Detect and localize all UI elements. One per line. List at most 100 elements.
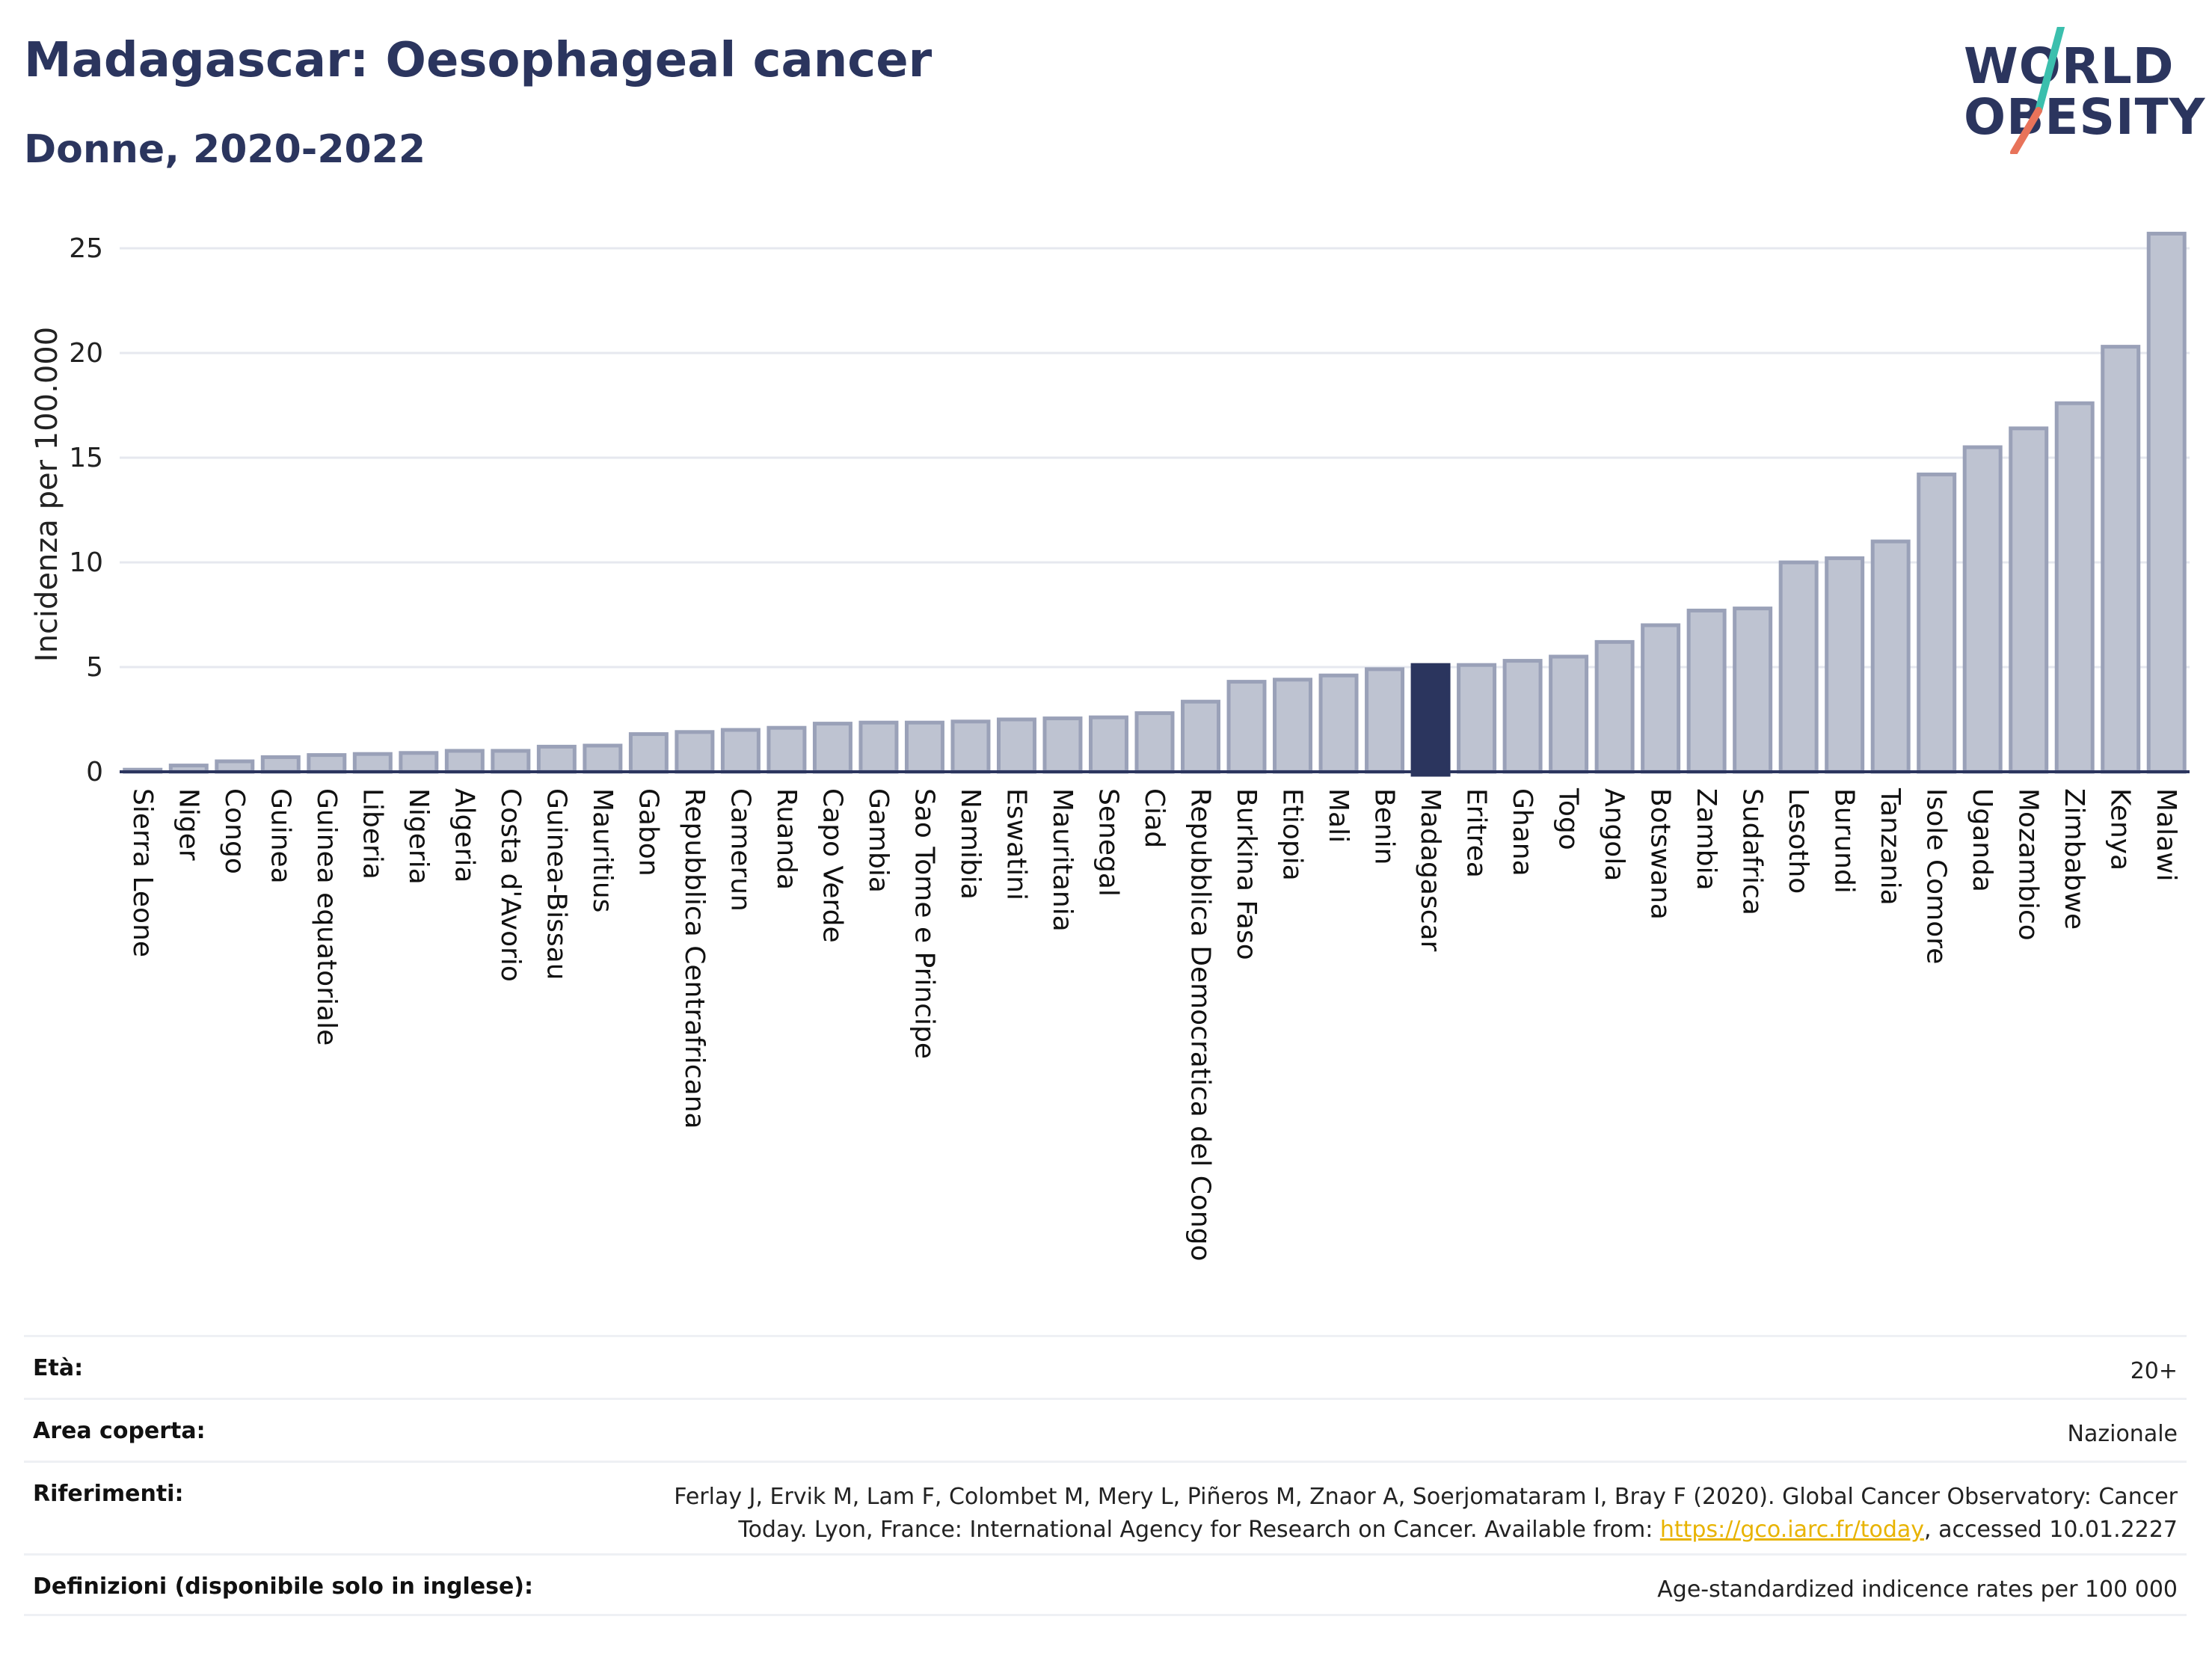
x-tick-label: Uganda: [1967, 788, 1997, 892]
x-tick-label: Etiopia: [1277, 788, 1308, 881]
chart-svg: 0 5 10 15 20 25 Incidenza per 100.000 Sierra Le…: [30, 231, 2190, 1262]
x-tick-label: Congo: [219, 788, 250, 874]
bar: [675, 730, 715, 774]
meta-value-definitions: Age-standardized indicence rates per 100…: [1657, 1576, 2178, 1603]
x-tick-label: Guinea: [265, 788, 295, 884]
reference-link[interactable]: https://gco.iarc.fr/today: [1659, 1517, 1925, 1543]
meta-row-area: Area coperta: Nazionale: [24, 1398, 2187, 1461]
bar: [260, 755, 301, 774]
page-title: Madagascar: Oesophageal cancer: [24, 33, 933, 88]
bar: [307, 753, 347, 774]
bar: [1042, 716, 1083, 774]
x-tick-label: Camerun: [725, 788, 755, 912]
x-tick-label: Sierra Leone: [127, 788, 158, 957]
x-tick-label: Algeria: [449, 788, 479, 883]
meta-value-area: Nazionale: [2067, 1421, 2178, 1447]
bar: [1181, 699, 1221, 774]
reference-line-2-post: , accessed 10.01.2227: [1924, 1517, 2178, 1543]
x-tick-label: Namibia: [955, 788, 986, 900]
x-tick-label: Kenya: [2105, 788, 2136, 871]
bar: [1273, 678, 1313, 774]
meta-row-age: Età: 20+: [24, 1335, 2187, 1398]
y-axis-title: Incidenza per 100.000: [30, 327, 64, 662]
x-tick-label: Gambia: [863, 788, 894, 893]
bar: [1825, 556, 1865, 774]
bar: [1733, 607, 1773, 774]
y-tick-label: 25: [69, 233, 103, 264]
x-tick-label: Gabon: [633, 788, 663, 876]
x-tick-label: Togo: [1553, 787, 1584, 850]
x-tick-label: Benin: [1369, 788, 1400, 865]
bar: [2146, 231, 2187, 774]
bar: [1549, 654, 1589, 774]
x-tick-label: Tanzania: [1875, 787, 1905, 906]
bar: [1641, 623, 1681, 774]
x-tick-label: Ghana: [1507, 788, 1537, 876]
x-tick-label: Mali: [1323, 788, 1354, 843]
x-tick-label: Repubblica Democratica del Congo: [1185, 788, 1216, 1262]
bar: [1318, 673, 1359, 774]
x-tick-label: Zambia: [1691, 788, 1721, 891]
bar: [1962, 445, 2003, 774]
y-tick-label: 10: [69, 547, 103, 578]
y-tick-label: 15: [69, 443, 103, 473]
bar: [812, 722, 852, 774]
bar: [1134, 711, 1175, 774]
x-tick-label: Burkina Faso: [1231, 788, 1262, 960]
bar: [1686, 608, 1727, 774]
bar: [1594, 639, 1635, 774]
bar: [858, 720, 899, 774]
x-tick-label: Sao Tome e Principe: [909, 788, 939, 1059]
meta-label-area: Area coperta:: [33, 1418, 206, 1444]
bar: [1365, 667, 1405, 774]
x-tick-label: Lesotho: [1783, 788, 1813, 894]
x-tick-label: Ciad: [1139, 788, 1170, 848]
logo-slash-icon: [2010, 27, 2065, 154]
bar: [536, 744, 577, 774]
meta-label-definitions: Definizioni (disponibile solo in inglese…: [33, 1573, 533, 1600]
bar: [1917, 472, 1957, 774]
bar: [1502, 659, 1543, 774]
x-tick-label: Capo Verde: [817, 788, 847, 943]
page-subtitle: Donne, 2020-2022: [24, 127, 426, 172]
logo-line-1: WORLD: [1964, 37, 2175, 95]
x-tick-label: Liberia: [357, 788, 387, 879]
bar: [2054, 401, 2095, 774]
x-tick-label: Malawi: [2151, 788, 2181, 882]
bar: [1088, 715, 1128, 774]
bar: [2009, 426, 2049, 774]
x-tick-label: Isole Comore: [1921, 788, 1952, 964]
x-tick-label: Botswana: [1645, 788, 1676, 920]
x-tick-label: Angola: [1599, 788, 1629, 881]
x-tick-label: Senegal: [1093, 788, 1123, 897]
x-tick-label: Costa d'Avorio: [495, 788, 526, 982]
y-tick-label: 5: [86, 652, 103, 683]
bar: [1410, 663, 1451, 777]
x-tick-label: Zimbabwe: [2059, 788, 2089, 930]
x-tick-label: Niger: [173, 788, 203, 861]
x-tick-label: Mauritius: [587, 788, 618, 912]
x-tick-label: Guinea-Bissau: [541, 788, 571, 980]
x-tick-label: Madagascar: [1415, 788, 1446, 952]
y-tick-label: 20: [69, 338, 103, 369]
x-tick-label: Repubblica Centrafricana: [679, 788, 710, 1129]
bar: [215, 759, 255, 774]
bar: [491, 749, 531, 774]
bar: [352, 752, 393, 774]
y-tick-label: 0: [86, 757, 103, 787]
bar: [583, 743, 623, 774]
meta-row-definitions: Definizioni (disponibile solo in inglese…: [24, 1553, 2187, 1616]
bar: [766, 725, 807, 774]
x-tick-label: Ruanda: [771, 788, 802, 890]
x-tick-label: Guinea equatoriale: [311, 788, 342, 1045]
bar-chart: 0 5 10 15 20 25 Incidenza per 100.000 Sierra Le…: [0, 187, 2212, 1312]
x-tick-label: Mozambico: [2013, 788, 2044, 941]
metadata-table: Età: 20+ Area coperta: Nazionale Riferim…: [24, 1335, 2187, 1616]
x-tick-label: Sudafrica: [1737, 788, 1768, 915]
meta-label-references: Riferimenti:: [33, 1481, 184, 1507]
bar: [1226, 680, 1267, 774]
bar: [1778, 560, 1819, 774]
x-tick-label: Mauritania: [1047, 788, 1078, 932]
meta-value-age: 20+: [2130, 1358, 2178, 1384]
bar: [720, 728, 761, 774]
